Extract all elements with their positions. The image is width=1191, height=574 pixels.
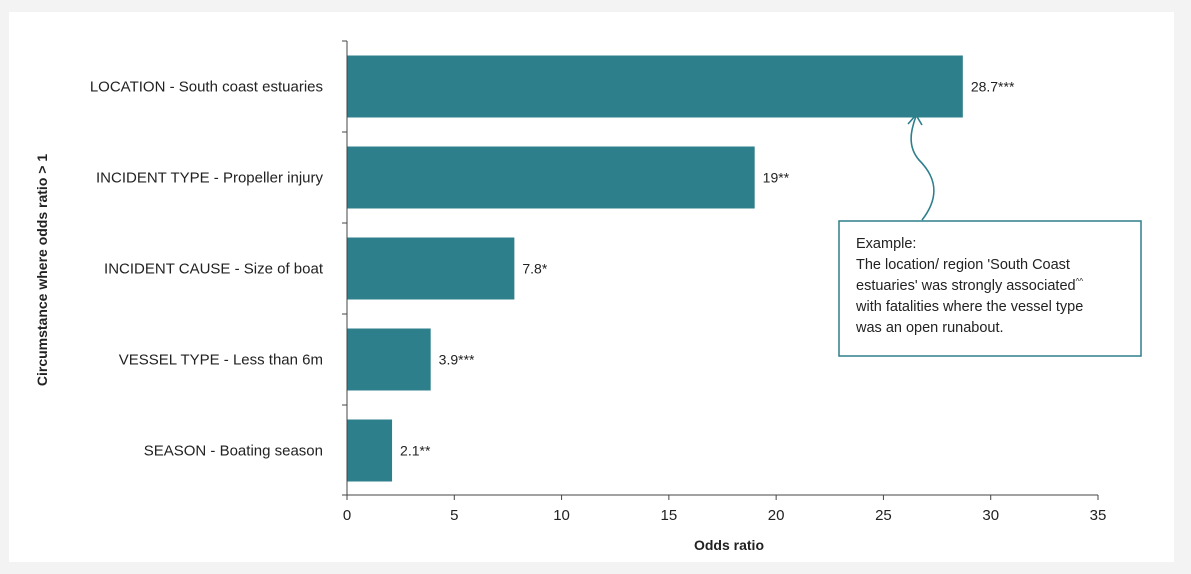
- x-axis-title: Odds ratio: [694, 537, 764, 553]
- data-label: 2.1**: [400, 443, 431, 459]
- callout-arrowhead: [907, 113, 923, 126]
- category-label: LOCATION - South coast estuaries: [90, 79, 323, 96]
- tick-labels-group: 0 5 10 15 20 25 30 35: [343, 507, 1107, 524]
- bar: [347, 146, 755, 209]
- x-tick-label: 0: [343, 507, 351, 524]
- data-label: 19**: [763, 170, 790, 186]
- callout-arrow: [910, 115, 935, 221]
- x-tick-label: 15: [661, 507, 678, 524]
- callout-box: [838, 220, 1142, 357]
- callout-text: Example: The location/ region 'South Coas…: [855, 236, 1083, 336]
- category-label: INCIDENT TYPE - Propeller injury: [96, 170, 324, 187]
- bar: [347, 237, 515, 300]
- data-label: 7.8*: [522, 261, 547, 277]
- x-tick-label: 20: [768, 507, 785, 524]
- chart-frame: LOCATION - South coast estuaries INCIDENT…: [9, 12, 1174, 562]
- y-axis-title: Circumstance where odds ratio > 1: [34, 154, 50, 386]
- x-tick-label: 25: [875, 507, 892, 524]
- x-tick-label: 30: [982, 507, 999, 524]
- axes-group: [342, 40, 1099, 500]
- category-label: VESSEL TYPE - Less than 6m: [119, 352, 323, 369]
- x-tick-label: 5: [450, 507, 458, 524]
- data-label: 3.9***: [439, 352, 475, 368]
- odds-ratio-bar-chart: LOCATION - South coast estuaries INCIDENT…: [34, 40, 1142, 553]
- bar: [347, 419, 393, 482]
- bar: [347, 55, 963, 118]
- annotation-callout: Example: The location/ region 'South Coas…: [838, 220, 1142, 357]
- category-labels-group: LOCATION - South coast estuaries INCIDENT…: [90, 79, 324, 460]
- bars-group: [347, 55, 963, 482]
- x-tick-label: 10: [553, 507, 570, 524]
- callout-line: The location/ region 'South Coast: [856, 257, 1070, 273]
- callout-line: estuaries' was strongly associated^^: [856, 277, 1083, 294]
- callout-line: with fatalities where the vessel type: [855, 299, 1083, 315]
- x-tick-label: 35: [1090, 507, 1107, 524]
- callout-line: Example:: [856, 236, 916, 252]
- category-label: INCIDENT CAUSE - Size of boat: [104, 261, 324, 278]
- callout-superscript: ^^: [1076, 277, 1084, 286]
- data-labels-group: 28.7*** 19** 7.8* 3.9*** 2.1**: [400, 79, 1015, 459]
- category-label: SEASON - Boating season: [144, 443, 323, 460]
- bar: [347, 328, 431, 391]
- callout-line: was an open runabout.: [855, 320, 1004, 336]
- data-label: 28.7***: [971, 79, 1015, 95]
